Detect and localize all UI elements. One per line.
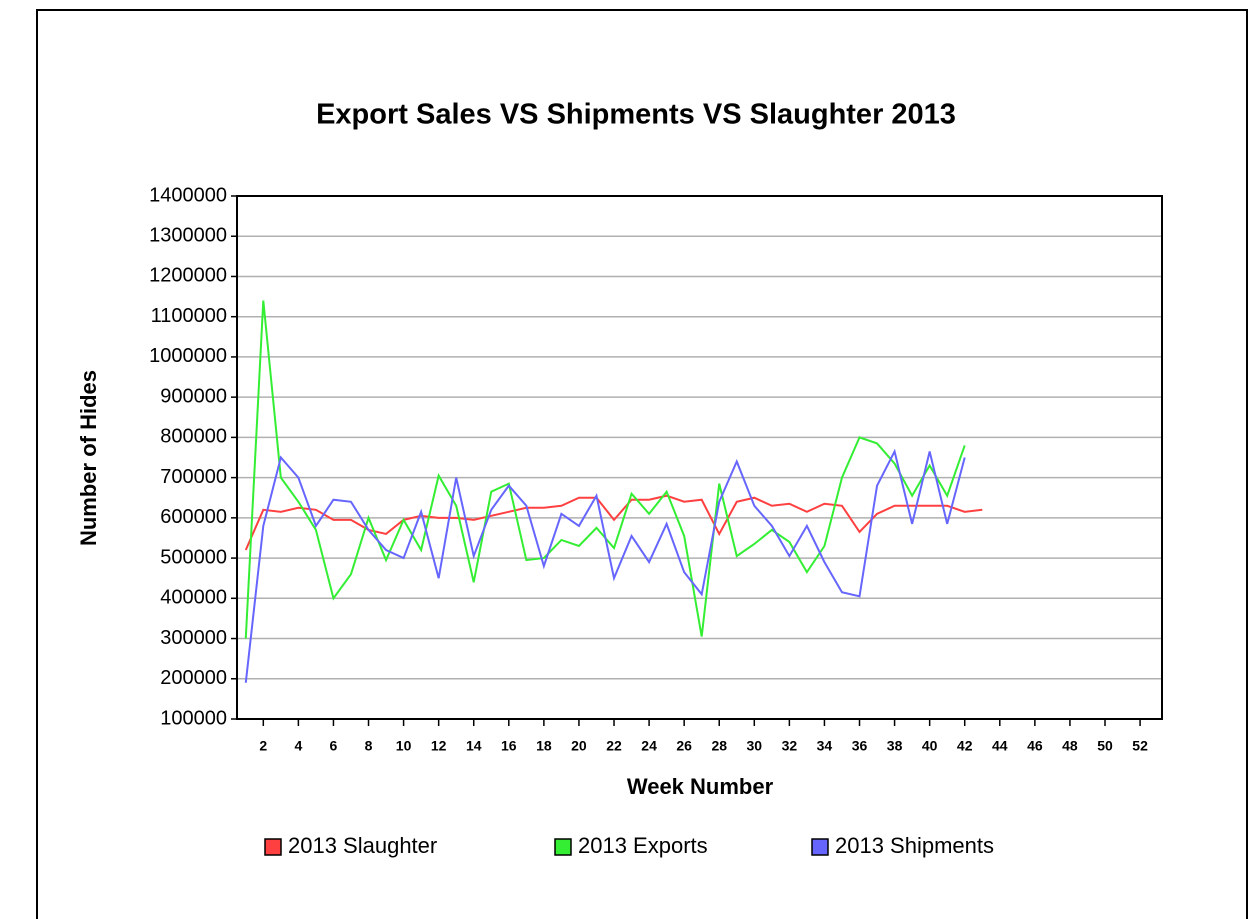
y-tick-label: 1400000 [149, 184, 227, 206]
x-tick-label: 30 [747, 738, 763, 754]
x-tick-label: 24 [641, 738, 657, 754]
chart-title: Export Sales VS Shipments VS Slaughter 2… [316, 99, 956, 131]
x-tick-label: 28 [711, 738, 727, 754]
x-tick-label: 4 [294, 738, 302, 754]
x-tick-label: 26 [676, 738, 692, 754]
x-tick-label: 20 [571, 738, 587, 754]
x-tick-label: 36 [852, 738, 868, 754]
x-tick-label: 6 [330, 738, 338, 754]
y-tick-label: 400000 [160, 587, 227, 609]
legend-label: 2013 Shipments [835, 833, 994, 858]
y-tick-label: 1100000 [151, 305, 227, 327]
y-tick-label: 1000000 [149, 345, 227, 367]
x-tick-label: 44 [992, 738, 1008, 754]
x-tick-label: 38 [887, 738, 903, 754]
y-tick-label: 100000 [160, 707, 227, 729]
x-tick-label: 12 [431, 738, 447, 754]
series-line [244, 448, 966, 683]
x-tick-label: 50 [1097, 738, 1113, 754]
x-tick-label: 52 [1132, 738, 1148, 754]
y-tick-label: 200000 [160, 667, 227, 689]
y-tick-label: 300000 [160, 627, 227, 649]
y-tick-label: 1300000 [149, 225, 227, 247]
legend-swatch [811, 838, 829, 856]
x-tick-label: 10 [396, 738, 412, 754]
legend-label: 2013 Exports [578, 833, 708, 858]
x-tick-label: 40 [922, 738, 938, 754]
y-tick-label: 500000 [160, 546, 227, 568]
x-tick-label: 18 [536, 738, 552, 754]
x-tick-label: 22 [606, 738, 622, 754]
y-axis-label: Number of Hides [76, 370, 101, 546]
legend-swatch [554, 838, 572, 856]
x-tick-label: 8 [365, 738, 373, 754]
y-tick-label: 900000 [160, 385, 227, 407]
x-tick-label: 32 [782, 738, 798, 754]
x-tick-label: 14 [466, 738, 482, 754]
x-tick-label: 2 [259, 738, 267, 754]
legend-swatch [264, 838, 282, 856]
y-tick-label: 600000 [160, 506, 227, 528]
frame [36, 9, 1248, 919]
legend-label: 2013 Slaughter [288, 833, 437, 858]
x-axis-label: Week Number [627, 774, 774, 799]
y-tick-label: 700000 [160, 466, 227, 488]
x-tick-label: 16 [501, 738, 517, 754]
x-tick-label: 42 [957, 738, 973, 754]
x-tick-label: 48 [1062, 738, 1078, 754]
x-tick-label: 34 [817, 738, 833, 754]
y-tick-label: 800000 [160, 426, 227, 448]
x-tick-label: 46 [1027, 738, 1043, 754]
y-tick-label: 1200000 [149, 265, 227, 287]
plot-area [236, 195, 1163, 720]
